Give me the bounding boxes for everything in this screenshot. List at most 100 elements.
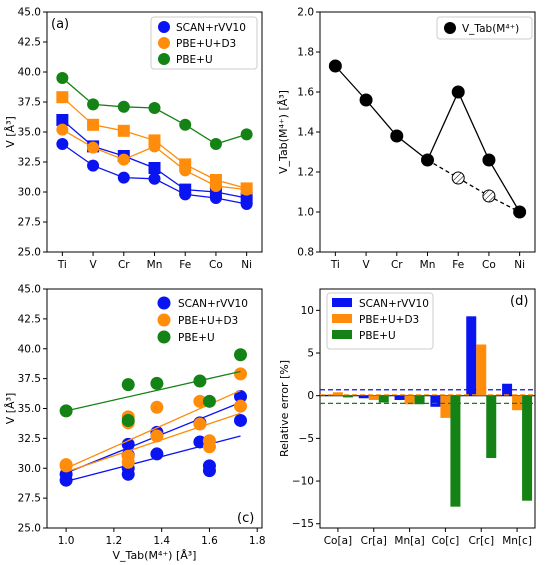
panel-d-bar xyxy=(512,395,523,411)
panel-c-legend xyxy=(154,293,260,347)
panel-b-xtick-label: Ti xyxy=(330,259,340,271)
panel-b-frame xyxy=(319,11,536,253)
panel-a-xtick-label: Mn xyxy=(147,259,163,271)
panel-d-legend xyxy=(326,292,434,350)
panel-a-point xyxy=(117,100,130,113)
panel-c-point xyxy=(150,429,164,443)
panel-c-point xyxy=(150,376,164,390)
panel-b-xtick-label: Fe xyxy=(452,259,464,271)
panel-a-point xyxy=(209,192,222,204)
panel-d-legend-swatch xyxy=(332,314,352,323)
panel-c-point xyxy=(202,464,216,478)
panel-d-bar xyxy=(378,395,389,403)
panel-b-ytick-label: 1.2 xyxy=(297,167,314,179)
panel-c-point xyxy=(150,447,164,461)
panel-d-legend-label: PBE+U+D3 xyxy=(359,314,419,326)
panel-c-ytick-label: 42.5 xyxy=(18,313,41,325)
panel-a-legend-label: PBE+U xyxy=(176,54,213,66)
panel-d-bar xyxy=(404,395,415,405)
panel-c-legend-label: PBE+U+D3 xyxy=(178,315,238,327)
panel-d-bar xyxy=(430,395,441,407)
panel-c-point xyxy=(121,455,135,469)
panel-c-xtick-label: 1.8 xyxy=(249,535,266,547)
panel-d-legend-swatch xyxy=(332,330,352,339)
panel-a-point xyxy=(56,114,69,126)
panel-b-xtick-label: Mn xyxy=(420,259,436,271)
panel-b-legend xyxy=(436,16,533,40)
panel-c-point xyxy=(234,390,247,404)
panel-a-legend-label: SCAN+rVV10 xyxy=(176,22,246,34)
panel-d-bar xyxy=(450,395,461,507)
panel-d-xtick-label: Co[c] xyxy=(432,535,460,547)
panel-b-point xyxy=(482,153,496,167)
panel-d-xtick-label: Co[a] xyxy=(324,535,352,547)
panel-d-legend-label: PBE+U xyxy=(359,330,396,342)
panel-c-ytick-label: 40.0 xyxy=(18,343,41,355)
panel-d-bar xyxy=(358,395,369,399)
panel-a-point xyxy=(87,141,100,154)
panel-c-legend-label: PBE+U xyxy=(178,332,215,344)
panel-a-ytick-label: 32.5 xyxy=(18,157,41,169)
panel-a-ytick-label: 27.5 xyxy=(18,217,41,229)
panel-a-ytick-label: 35.0 xyxy=(18,127,41,139)
panel-d-ytick-label: −10 xyxy=(292,476,314,488)
panel-a-point xyxy=(56,72,69,84)
panel-b-ytick-label: 0.8 xyxy=(297,247,314,259)
panel-c-ytick-label: 25.0 xyxy=(18,523,41,535)
panel-b-point xyxy=(328,59,342,73)
panel-a-ytick-label: 42.5 xyxy=(18,37,41,49)
panel-d-letter: (d) xyxy=(510,294,528,309)
panel-c-point xyxy=(121,413,135,427)
panel-a-point xyxy=(179,164,192,177)
panel-c-xtick-label: 1.0 xyxy=(58,535,75,547)
panel-d-bar xyxy=(332,392,343,396)
panel-c-letter: (c) xyxy=(237,511,254,526)
panel-a-point xyxy=(148,102,161,114)
panel-d-bar xyxy=(368,395,379,400)
panel-a-point xyxy=(87,118,100,131)
panel-b-ytick-label: 1.0 xyxy=(297,207,314,219)
panel-d-ytick-label: 5 xyxy=(307,348,314,360)
panel-a-point xyxy=(117,124,130,137)
panel-b-point xyxy=(451,85,465,99)
panel-d-xtick-label: Cr[a] xyxy=(361,535,387,547)
panel-d-bar xyxy=(440,395,451,418)
panel-a-point xyxy=(148,162,161,174)
panel-c-legend-label: SCAN+rVV10 xyxy=(178,298,248,310)
panel-a-ylabel: V [Å³] xyxy=(4,116,17,148)
panel-d-bar xyxy=(466,316,477,396)
panel-a-legend-label: PBE+U+D3 xyxy=(176,38,236,50)
panel-a-point xyxy=(240,128,253,141)
panel-c-point xyxy=(234,399,247,413)
panel-d-bar xyxy=(394,395,405,400)
panel-c-point xyxy=(59,459,73,473)
panel-b-legend-marker xyxy=(444,22,456,34)
panel-a-point xyxy=(87,98,100,111)
panel-a-legend xyxy=(150,16,258,70)
panel-c-xtick-label: 1.6 xyxy=(201,535,218,547)
panel-b-ytick-label: 1.8 xyxy=(297,47,314,59)
panel-b-line xyxy=(334,65,521,213)
panel-b-xtick-label: Ni xyxy=(514,259,525,271)
panel-b-xtick-label: V xyxy=(362,259,370,271)
panel-c-fit-line xyxy=(65,370,241,412)
panel-c-ytick-label: 45.0 xyxy=(18,284,41,296)
panel-b-ytick-label: 1.6 xyxy=(297,87,314,99)
panel-a-point xyxy=(209,180,222,192)
panel-c-ytick-label: 37.5 xyxy=(18,373,41,385)
panel-d-bar xyxy=(414,395,425,405)
panel-b-point xyxy=(390,129,404,143)
panel-c-point xyxy=(193,417,207,431)
panel-a-xtick-label: V xyxy=(89,259,97,271)
panel-c-point xyxy=(121,378,135,392)
panel-a-legend-marker xyxy=(158,21,170,33)
panel-b-dashed-line xyxy=(427,159,520,213)
panel-c-point xyxy=(121,437,135,451)
panel-c-xtick-label: 1.2 xyxy=(106,535,123,547)
panel-c-point xyxy=(59,404,73,418)
panel-b-hatched-point xyxy=(482,189,496,203)
panel-d-bar xyxy=(476,344,487,396)
panel-d-ytick-label: 0 xyxy=(307,390,314,402)
panel-d-bar xyxy=(486,395,497,459)
